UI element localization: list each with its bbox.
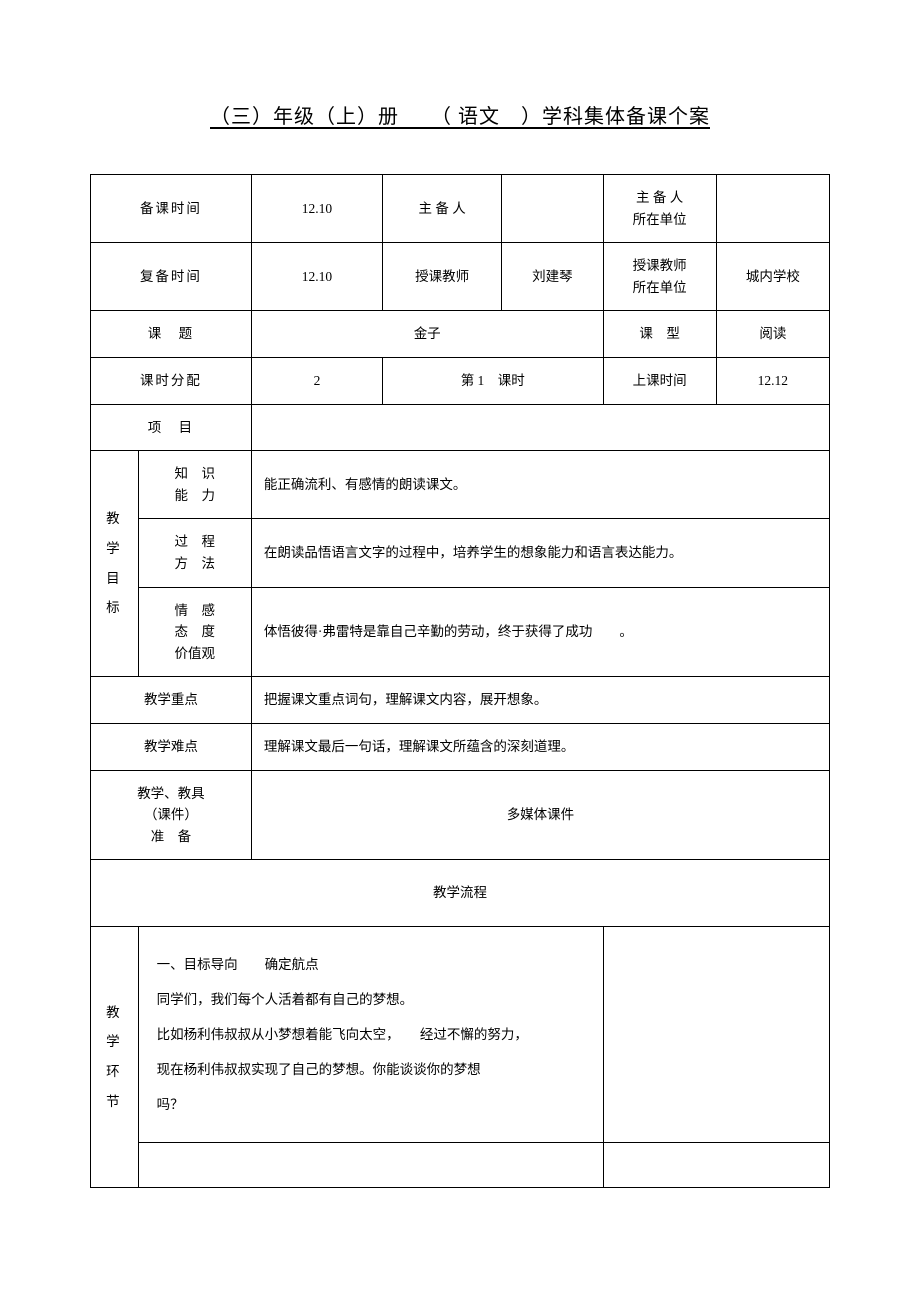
prep-time-value: 12.10 (251, 175, 382, 243)
period-alloc-value: 2 (251, 357, 382, 404)
table-row: 备课时间 12.10 主 备 人 主 备 人 所在单位 (91, 175, 830, 243)
prep-time-label: 备课时间 (91, 175, 252, 243)
flow-section-label: 教 学 环 节 (91, 926, 139, 1187)
flow-content: 一、目标导向 确定航点 同学们，我们每个人活着都有自己的梦想。 比如杨利伟叔叔从… (138, 926, 603, 1142)
table-row: 教学重点 把握课文重点词句，理解课文内容，展开想象。 (91, 677, 830, 724)
project-label: 项 目 (91, 404, 252, 451)
project-empty (251, 404, 829, 451)
class-type-value: 阅读 (716, 311, 829, 358)
process-content: 在朗读品悟语言文字的过程中，培养学生的想象能力和语言表达能力。 (251, 519, 829, 587)
diff-label: 教学难点 (91, 723, 252, 770)
main-prep-value (502, 175, 603, 243)
table-row: 教 学 环 节 一、目标导向 确定航点 同学们，我们每个人活着都有自己的梦想。 … (91, 926, 830, 1142)
goals-section-label: 教 学 目 标 (91, 451, 139, 677)
emotion-label: 情 感 态 度 价值观 (138, 587, 251, 677)
main-prep-unit-value (716, 175, 829, 243)
class-time-value: 12.12 (716, 357, 829, 404)
teacher-value: 刘建琴 (502, 243, 603, 311)
flow-line: 同学们，我们每个人活着都有自己的梦想。 (157, 982, 585, 1017)
teacher-label: 授课教师 (383, 243, 502, 311)
tools-content: 多媒体课件 (251, 770, 829, 860)
flow-header: 教学流程 (91, 860, 830, 927)
flow-line: 一、目标导向 确定航点 (157, 947, 585, 982)
table-row: 复备时间 12.10 授课教师 刘建琴 授课教师 所在单位 城内学校 (91, 243, 830, 311)
table-row: 教学、教具 （课件） 准 备 多媒体课件 (91, 770, 830, 860)
main-prep-label: 主 备 人 (383, 175, 502, 243)
flow-empty-note (603, 1143, 830, 1188)
topic-value: 金子 (251, 311, 603, 358)
diff-content: 理解课文最后一句话，理解课文所蕴含的深刻道理。 (251, 723, 829, 770)
reprep-time-label: 复备时间 (91, 243, 252, 311)
topic-label: 课 题 (91, 311, 252, 358)
teacher-unit-label: 授课教师 所在单位 (603, 243, 716, 311)
emotion-content: 体悟彼得·弗雷特是靠自己辛勤的劳动，终于获得了成功 。 (251, 587, 829, 677)
period-num-label: 第 1 课时 (383, 357, 604, 404)
class-time-label: 上课时间 (603, 357, 716, 404)
flow-line: 吗？ (157, 1087, 585, 1122)
lesson-plan-table: 备课时间 12.10 主 备 人 主 备 人 所在单位 复备时间 12.10 授… (90, 174, 830, 1188)
key-label: 教学重点 (91, 677, 252, 724)
knowledge-content: 能正确流利、有感情的朗读课文。 (251, 451, 829, 519)
flow-note-empty (603, 926, 830, 1142)
flow-line: 现在杨利伟叔叔实现了自己的梦想。你能谈谈你的梦想 (157, 1052, 585, 1087)
table-row: 课 题 金子 课 型 阅读 (91, 311, 830, 358)
table-row: 过 程 方 法 在朗读品悟语言文字的过程中，培养学生的想象能力和语言表达能力。 (91, 519, 830, 587)
period-alloc-label: 课时分配 (91, 357, 252, 404)
table-row: 教学难点 理解课文最后一句话，理解课文所蕴含的深刻道理。 (91, 723, 830, 770)
title-text: （三）年级（上）册 （ 语文 ）学科集体备课个案 (210, 106, 710, 128)
key-content: 把握课文重点词句，理解课文内容，展开想象。 (251, 677, 829, 724)
table-row: 教学流程 (91, 860, 830, 927)
class-type-label: 课 型 (603, 311, 716, 358)
table-row: 情 感 态 度 价值观 体悟彼得·弗雷特是靠自己辛勤的劳动，终于获得了成功 。 (91, 587, 830, 677)
flow-empty-row (138, 1143, 603, 1188)
table-row: 课时分配 2 第 1 课时 上课时间 12.12 (91, 357, 830, 404)
teacher-unit-value: 城内学校 (716, 243, 829, 311)
flow-line: 比如杨利伟叔叔从小梦想着能飞向太空， 经过不懈的努力， (157, 1017, 585, 1052)
process-label: 过 程 方 法 (138, 519, 251, 587)
table-row: 教 学 目 标 知 识 能 力 能正确流利、有感情的朗读课文。 (91, 451, 830, 519)
table-row (91, 1143, 830, 1188)
tools-label: 教学、教具 （课件） 准 备 (91, 770, 252, 860)
knowledge-label: 知 识 能 力 (138, 451, 251, 519)
main-prep-unit-label: 主 备 人 所在单位 (603, 175, 716, 243)
page-title: （三）年级（上）册 （ 语文 ）学科集体备课个案 (90, 100, 830, 129)
reprep-time-value: 12.10 (251, 243, 382, 311)
table-row: 项 目 (91, 404, 830, 451)
